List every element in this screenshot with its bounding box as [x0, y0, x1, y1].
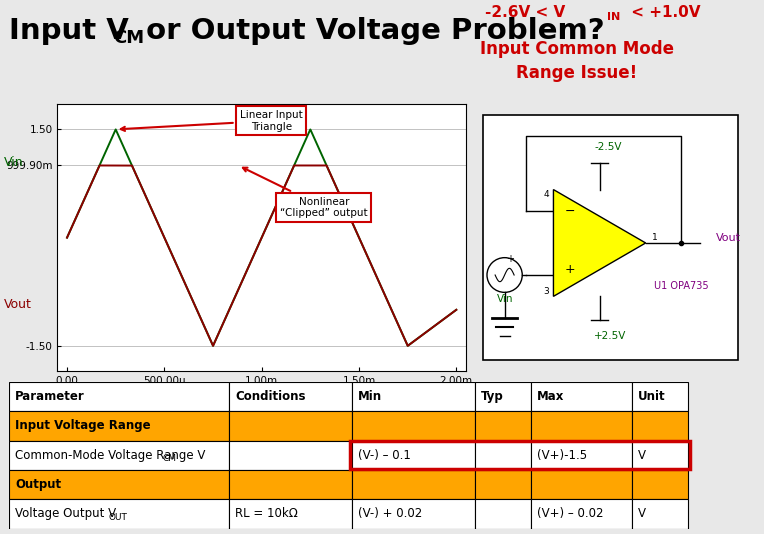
Text: Max: Max [537, 390, 565, 403]
Text: Input V: Input V [9, 17, 129, 45]
Text: Voltage Output V: Voltage Output V [15, 507, 116, 521]
Text: or Output Voltage Problem?: or Output Voltage Problem? [136, 17, 604, 45]
Text: IN: IN [607, 12, 620, 21]
Bar [352, 441, 475, 470]
Bar [475, 470, 531, 499]
Text: CM: CM [163, 454, 176, 464]
Bar [531, 411, 632, 441]
Text: < +1.0V: < +1.0V [626, 5, 701, 20]
Bar [9, 499, 229, 529]
Text: Common-Mode Voltage Range V: Common-Mode Voltage Range V [15, 449, 206, 462]
Bar [229, 499, 352, 529]
Bar [9, 470, 229, 499]
Bar [531, 470, 632, 499]
Bar [632, 411, 688, 441]
Text: Nonlinear
“Clipped” output: Nonlinear “Clipped” output [243, 168, 367, 218]
Bar [352, 470, 475, 499]
Text: Vin: Vin [4, 156, 24, 169]
Text: V: V [638, 507, 646, 521]
Bar [229, 470, 352, 499]
Text: Linear Input
Triangle: Linear Input Triangle [121, 110, 303, 131]
Bar [531, 499, 632, 529]
Bar [352, 499, 475, 529]
Bar [632, 470, 688, 499]
Bar [229, 411, 352, 441]
X-axis label: Time (s): Time (s) [239, 391, 284, 402]
Bar [9, 441, 229, 470]
Text: Vout: Vout [4, 298, 32, 311]
Bar [632, 441, 688, 470]
Bar [229, 441, 352, 470]
Text: (V+)-1.5: (V+)-1.5 [537, 449, 588, 462]
Bar [475, 441, 531, 470]
Text: Output: Output [15, 478, 61, 491]
Bar [229, 382, 352, 411]
Text: -2.6V < V: -2.6V < V [485, 5, 565, 20]
Bar [9, 411, 229, 441]
Bar [352, 382, 475, 411]
Text: Vin: Vin [497, 294, 513, 304]
Text: Min: Min [358, 390, 382, 403]
Text: +: + [565, 263, 575, 276]
Bar [531, 382, 632, 411]
Text: CM: CM [113, 29, 144, 47]
Polygon shape [553, 190, 646, 296]
Text: Input Common Mode
Range Issue!: Input Common Mode Range Issue! [480, 41, 674, 82]
Text: (V+) – 0.02: (V+) – 0.02 [537, 507, 604, 521]
Text: Vout: Vout [716, 233, 741, 242]
Text: 4: 4 [544, 191, 549, 199]
Text: −: − [565, 205, 575, 217]
Text: RL = 10kΩ: RL = 10kΩ [235, 507, 298, 521]
Text: 3: 3 [544, 287, 549, 295]
Text: Input Voltage Range: Input Voltage Range [15, 419, 151, 433]
Text: Typ: Typ [481, 390, 504, 403]
Text: Parameter: Parameter [15, 390, 85, 403]
Bar [475, 411, 531, 441]
Text: 1: 1 [652, 233, 659, 242]
Text: OUT: OUT [108, 513, 128, 522]
Text: (V-) + 0.02: (V-) + 0.02 [358, 507, 422, 521]
Bar [475, 499, 531, 529]
Text: U1 OPA735: U1 OPA735 [654, 281, 708, 290]
Text: V: V [638, 449, 646, 462]
Bar [9, 382, 229, 411]
Bar [475, 382, 531, 411]
Text: Conditions: Conditions [235, 390, 306, 403]
Text: +2.5V: +2.5V [594, 332, 626, 341]
Bar [632, 499, 688, 529]
Bar [632, 382, 688, 411]
Bar [352, 411, 475, 441]
Text: Unit: Unit [638, 390, 665, 403]
Text: +: + [506, 254, 514, 264]
Bar [531, 441, 632, 470]
Text: (V-) – 0.1: (V-) – 0.1 [358, 449, 411, 462]
Text: -2.5V: -2.5V [594, 142, 622, 152]
